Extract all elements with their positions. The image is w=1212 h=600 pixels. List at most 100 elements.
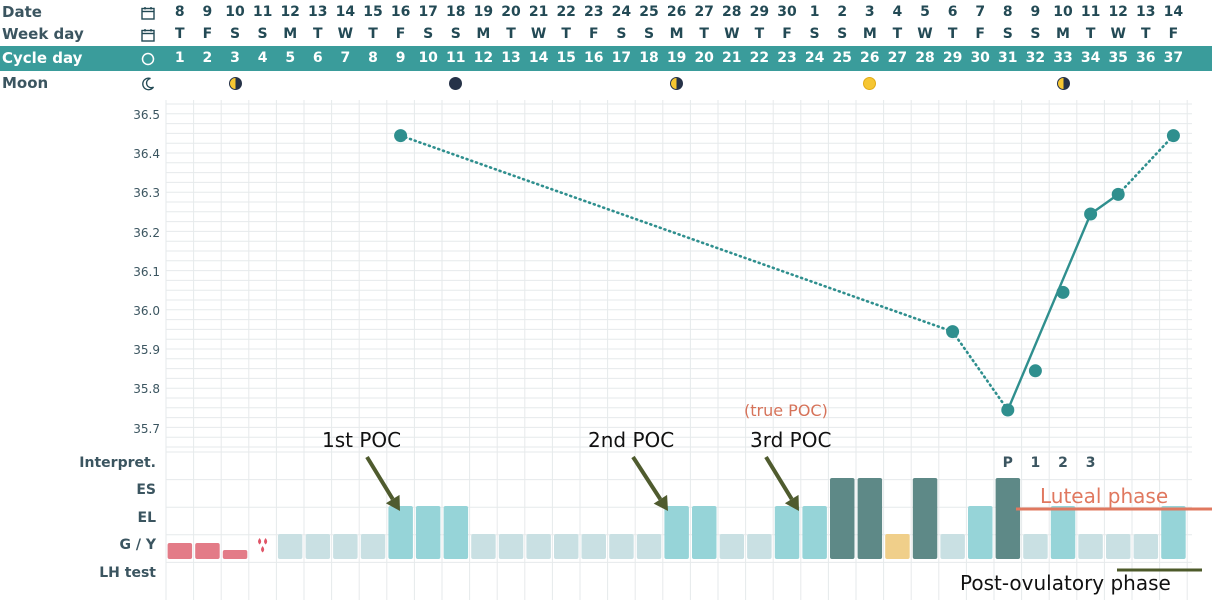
weekday-cell: W (530, 26, 547, 42)
moon-row: Moon (0, 71, 1212, 96)
weekday-cell: F (395, 26, 406, 42)
cycle-day-cell: 1 (174, 50, 185, 66)
date-cell: 29 (749, 4, 770, 20)
date-cell: 2 (837, 4, 848, 20)
observation-bar-dry (1023, 534, 1048, 559)
cycle-day-cell: 37 (1163, 50, 1184, 66)
observation-bar-dry (940, 534, 965, 559)
weekday-cell: T (368, 26, 378, 42)
spotting-drop-icon (261, 546, 265, 553)
weekday-cell: M (1056, 26, 1070, 42)
cycle-day-cell: 11 (446, 50, 466, 66)
weekday-cell: W (1110, 26, 1126, 42)
temperature-point (1001, 403, 1015, 417)
cycle-day-cell: 23 (777, 50, 797, 66)
cycle-day-cell: 24 (804, 50, 825, 66)
interpretation-label: 2 (1058, 455, 1068, 471)
moon-full-icon (863, 77, 877, 90)
observation-bar-el (388, 506, 413, 559)
observation-bar-dry (554, 534, 579, 559)
second-poc-arrow-head (653, 494, 668, 511)
observation-bar-dry (1078, 534, 1103, 559)
temperature-point (1166, 129, 1180, 143)
date-cell: 1 (809, 4, 820, 20)
weekday-cell: T (175, 26, 185, 42)
observation-bar-el (692, 506, 717, 559)
moon-first-quarter-icon (670, 77, 684, 90)
weekday-cell: S (616, 26, 627, 42)
observation-bar-el (664, 506, 689, 559)
weekday-cell: T (947, 26, 958, 42)
cycle-day-cell: 16 (584, 50, 604, 66)
date-cell: 12 (1108, 4, 1128, 20)
weekday-cell: S (837, 26, 848, 42)
date-cell: 27 (694, 4, 714, 20)
cycle-day-cell: 6 (312, 50, 323, 66)
y-tick-label: 36.1 (133, 264, 160, 279)
cycle-day-row: Cycle day 1 2 3 4 5 6 7 8 9 10 11 12 13 14 15 16 17 18 19 2… (0, 46, 1212, 71)
weekday-cell: T (1085, 26, 1096, 42)
y-tick-label: 35.9 (133, 343, 160, 358)
weekday-cell: M (476, 26, 491, 42)
cycle-day-cell: 26 (860, 50, 880, 66)
weekday-cell: F (782, 26, 792, 42)
y-tick-label: 36.5 (133, 108, 160, 122)
date-cell: 11 (1080, 4, 1101, 20)
y-tick-label: 36.4 (133, 147, 160, 162)
temperature-point (1084, 207, 1098, 221)
weekday-cell: F (1168, 26, 1179, 42)
spotting-drop-icon (264, 538, 268, 545)
lh-test-row-label: LH test (99, 565, 156, 581)
cycle-day-cell: 25 (832, 50, 852, 66)
cycle-day-cell: 17 (611, 50, 632, 66)
date-cell: 12 (280, 4, 300, 20)
temperature-segment-dotted (1116, 134, 1175, 196)
observation-bar-dry (471, 534, 496, 559)
cycle-day-cell: 33 (1053, 50, 1073, 66)
first-poc-arrow (365, 455, 395, 501)
temperature-segment-dotted (399, 134, 954, 333)
y-tick-label: 35.8 (133, 382, 160, 397)
observation-bar-dry (581, 534, 606, 559)
first-poc-label: 1st POC (322, 428, 402, 452)
y-tick-label: 36.0 (133, 304, 160, 318)
date-row-label: Date (2, 3, 42, 21)
observation-bar-dry (1133, 534, 1159, 559)
observation-bar-el (1050, 506, 1076, 559)
interpretation-label: 3 (1085, 455, 1096, 471)
observation-bar-dry (636, 534, 662, 559)
observation-bar-dry (526, 534, 551, 559)
date-cell: 17 (418, 4, 438, 20)
date-cell: 16 (390, 4, 411, 20)
date-cell: 4 (892, 4, 903, 20)
observation-bar-el (802, 506, 827, 559)
weekday-cell: S (1002, 26, 1013, 42)
date-cell: 19 (473, 4, 494, 20)
third-poc-label: 3rd POC (750, 428, 832, 452)
observation-bar-dry (1106, 534, 1131, 559)
y-tick-label: 35.7 (133, 421, 160, 436)
date-cell: 15 (363, 4, 383, 20)
cycle-day-cell: 21 (722, 50, 742, 66)
cycle-day-cell: 32 (1025, 50, 1046, 66)
temperature-point (1028, 364, 1042, 378)
cycle-day-cell: 2 (202, 50, 213, 66)
spotting-drop-icon (258, 538, 262, 545)
observation-bar-es (857, 478, 883, 559)
cycle-day-cell: 36 (1136, 50, 1156, 66)
moon-new-icon (449, 77, 463, 90)
weekday-cell: T (754, 26, 765, 42)
el-row-label: EL (137, 510, 156, 526)
weekday-cell: F (202, 26, 213, 42)
y-tick-label: 36.3 (133, 186, 160, 201)
cycle-day-cell: 31 (998, 50, 1018, 66)
observation-bar-dry (498, 534, 524, 559)
cycle-day-cell: 4 (257, 50, 268, 66)
crescent-moon-icon (134, 71, 161, 96)
temperature-point (946, 325, 960, 339)
cycle-day-cell: 13 (501, 50, 521, 66)
observation-bar-es (830, 478, 855, 559)
observation-bar-dry (747, 534, 772, 559)
cycle-day-row-label: Cycle day (2, 49, 83, 67)
weekday-cell: F (975, 26, 985, 42)
